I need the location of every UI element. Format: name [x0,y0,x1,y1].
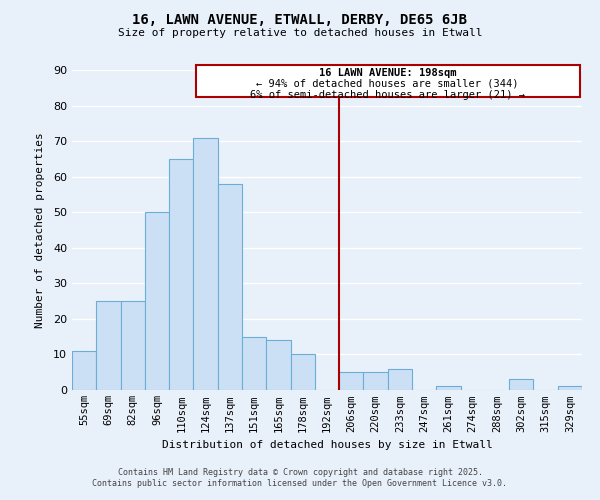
Bar [242,336,266,390]
X-axis label: Distribution of detached houses by size in Etwall: Distribution of detached houses by size … [161,440,493,450]
Bar [266,340,290,390]
Text: ← 94% of detached houses are smaller (344): ← 94% of detached houses are smaller (34… [256,79,519,89]
Bar [96,301,121,390]
Bar [558,386,582,390]
Bar [169,159,193,390]
Bar [290,354,315,390]
Text: Size of property relative to detached houses in Etwall: Size of property relative to detached ho… [118,28,482,38]
Text: Contains HM Land Registry data © Crown copyright and database right 2025.
Contai: Contains HM Land Registry data © Crown c… [92,468,508,487]
Bar [509,380,533,390]
Bar [218,184,242,390]
Text: 6% of semi-detached houses are larger (21) →: 6% of semi-detached houses are larger (2… [250,90,525,100]
Bar [193,138,218,390]
Bar [72,351,96,390]
Bar [364,372,388,390]
Text: 16 LAWN AVENUE: 198sqm: 16 LAWN AVENUE: 198sqm [319,68,457,78]
Bar [388,368,412,390]
Y-axis label: Number of detached properties: Number of detached properties [35,132,44,328]
Bar [121,301,145,390]
Bar [339,372,364,390]
FancyBboxPatch shape [196,64,580,96]
Text: 16, LAWN AVENUE, ETWALL, DERBY, DE65 6JB: 16, LAWN AVENUE, ETWALL, DERBY, DE65 6JB [133,12,467,26]
Bar [436,386,461,390]
Bar [145,212,169,390]
